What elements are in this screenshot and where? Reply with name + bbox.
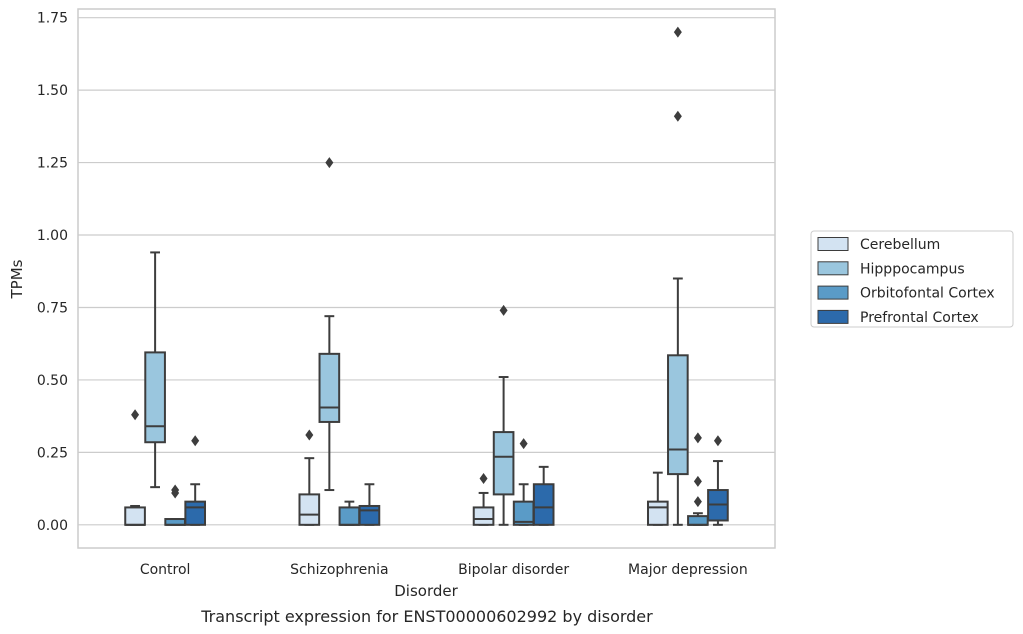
- y-tick-label: 0.25: [37, 445, 68, 461]
- legend-swatch: [817, 237, 849, 251]
- outlier-point: [693, 432, 702, 444]
- y-tick-label: 0.50: [37, 373, 68, 389]
- outlier-point: [713, 435, 722, 447]
- y-tick-labels: 0.00 0.25 0.50 0.75 1.00 1.25 1.50 1.75: [37, 11, 68, 534]
- outlier-point: [479, 472, 488, 484]
- x-tick-label: Major depression: [628, 562, 748, 578]
- legend-swatch: [817, 285, 849, 300]
- legend-label: Cerebellum: [860, 237, 940, 253]
- legend-items: Cerebellum Hipppocampus Orbitofontal Corte…: [817, 237, 995, 326]
- outlier-point: [325, 157, 334, 169]
- box: [358, 504, 381, 526]
- outlier-point: [519, 438, 528, 450]
- outlier-point: [499, 304, 508, 316]
- y-tick-label: 1.25: [37, 156, 68, 172]
- box: [298, 493, 321, 526]
- legend-frame: [810, 230, 1014, 328]
- box: [184, 500, 207, 526]
- outlier-point: [673, 26, 682, 38]
- outlier-point: [191, 435, 200, 447]
- box: [646, 500, 669, 526]
- y-tick-label: 0.75: [37, 300, 68, 316]
- legend: Cerebellum Hipppocampus Orbitofontal Corte…: [810, 230, 1014, 328]
- box-groups: [124, 26, 729, 526]
- x-axis-label: Disorder: [394, 582, 458, 600]
- outlier-point: [305, 429, 314, 441]
- y-axis-label: TPMs: [8, 259, 26, 299]
- box: [338, 506, 361, 526]
- box: [532, 483, 555, 526]
- box: [687, 515, 709, 526]
- outlier-point: [693, 475, 702, 487]
- y-tick-label: 1.75: [37, 11, 68, 27]
- legend-label: Prefrontal Cortex: [860, 310, 979, 326]
- x-tick-labels: Control Schizophrenia Bipolar disorder Majo…: [140, 562, 748, 578]
- plot-area: [77, 8, 776, 549]
- legend-label: Hipppocampus: [860, 261, 965, 277]
- box: [472, 506, 495, 526]
- box: [124, 506, 146, 526]
- outlier-point: [673, 110, 682, 122]
- box: [318, 352, 341, 423]
- x-tick-label: Control: [140, 562, 191, 578]
- box: [492, 431, 515, 496]
- x-tick-label: Schizophrenia: [290, 562, 388, 578]
- outlier-point: [171, 484, 180, 496]
- legend-swatch: [817, 261, 849, 276]
- outlier-point: [131, 409, 140, 421]
- x-tick-label: Bipolar disorder: [458, 562, 569, 578]
- chart-title: Transcript expression for ENST0000060299…: [200, 607, 653, 626]
- box: [144, 351, 166, 444]
- y-tick-label: 1.50: [37, 83, 68, 99]
- box-group: [298, 157, 381, 526]
- legend-swatch: [817, 309, 849, 324]
- legend-label: Orbitofontal Cortex: [860, 286, 995, 302]
- y-tick-label: 1.00: [37, 228, 68, 244]
- box-group: [472, 304, 555, 526]
- y-tick-label: 0.00: [37, 518, 68, 534]
- box: [667, 354, 689, 476]
- box-group: [646, 26, 729, 526]
- outlier-point: [693, 496, 702, 508]
- box-group: [124, 251, 207, 526]
